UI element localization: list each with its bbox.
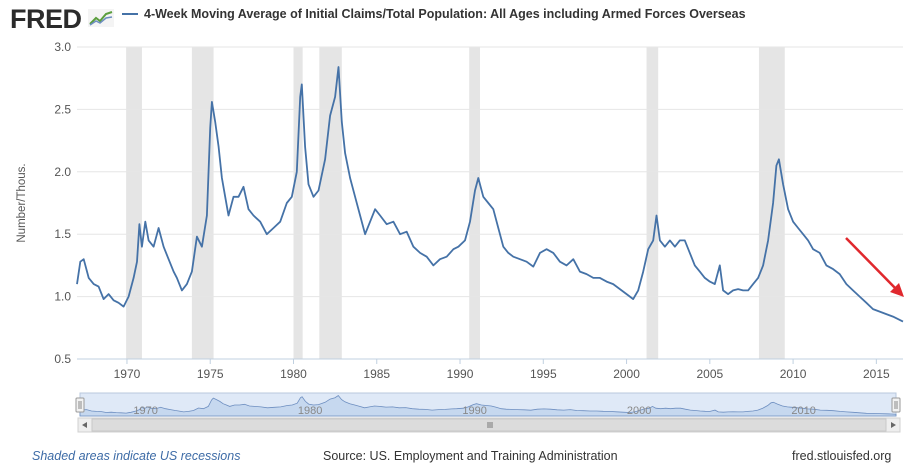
- navigator-tick-label: 1970: [133, 405, 157, 417]
- navigator-right-handle[interactable]: [891, 397, 901, 413]
- recession-band: [758, 47, 785, 359]
- x-tick-label: 1990: [447, 367, 474, 381]
- y-axis-label: Number/Thous.: [16, 163, 28, 242]
- x-tick-label: 2000: [613, 367, 640, 381]
- y-tick-label: 3.0: [54, 40, 71, 54]
- recession-band: [646, 47, 659, 359]
- annotation-arrow: [845, 237, 901, 294]
- source-text: Source: US. Employment and Training Admi…: [323, 449, 618, 463]
- scrollbar-thumb[interactable]: [91, 418, 887, 432]
- annotation-arrowhead: [890, 283, 904, 297]
- trend-graph-icon: [88, 9, 114, 27]
- navigator-tick-label: 2000: [627, 405, 651, 417]
- x-tick-label: 2015: [863, 367, 890, 381]
- navigator-tick-label: 2010: [791, 405, 815, 417]
- x-tick-label: 2010: [780, 367, 807, 381]
- navigator[interactable]: 1970 1980 1990 2000 2010: [75, 392, 901, 417]
- chart-header: FRED 4-Week Moving Average of Initial Cl…: [0, 0, 909, 40]
- y-tick-label: 2.5: [54, 102, 71, 116]
- navigator-tick-label: 1990: [462, 405, 486, 417]
- recession-band: [126, 47, 142, 359]
- recession-band: [469, 47, 481, 359]
- series-line: [76, 66, 904, 323]
- recession-note: Shaded areas indicate US recessions: [32, 449, 241, 463]
- y-tick-label: 1.0: [54, 290, 71, 304]
- legend[interactable]: 4-Week Moving Average of Initial Claims/…: [122, 7, 746, 21]
- x-tick-label: 2005: [696, 367, 723, 381]
- recession-band: [319, 47, 342, 359]
- recession-band: [293, 47, 303, 359]
- site-link[interactable]: fred.stlouisfed.org: [792, 449, 892, 463]
- scroll-left-arrow[interactable]: [82, 422, 87, 428]
- x-tick-label: 1995: [530, 367, 557, 381]
- legend-title: 4-Week Moving Average of Initial Claims/…: [144, 7, 746, 21]
- y-tick-label: 1.5: [54, 227, 71, 241]
- navigator-area: [79, 394, 897, 417]
- x-tick-label: 1975: [197, 367, 224, 381]
- recession-band: [191, 47, 214, 359]
- x-tick-label: 1980: [280, 367, 307, 381]
- y-tick-label: 0.5: [54, 352, 71, 366]
- legend-line-swatch: [122, 12, 138, 15]
- fred-logo[interactable]: FRED: [10, 4, 82, 34]
- y-tick-label: 2.0: [54, 165, 71, 179]
- x-tick-label: 1985: [363, 367, 390, 381]
- navigator-tick-label: 1980: [298, 405, 322, 417]
- navigator-left-handle[interactable]: [75, 397, 85, 413]
- x-tick-label: 1970: [114, 367, 141, 381]
- scroll-right-arrow[interactable]: [891, 422, 896, 428]
